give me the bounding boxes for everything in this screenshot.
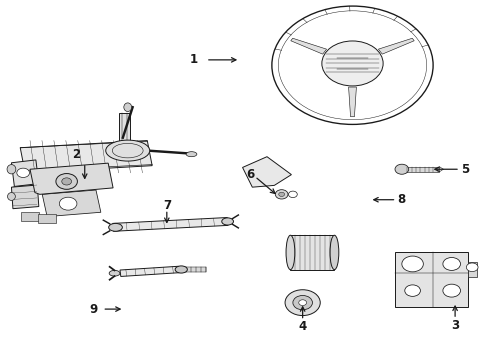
Text: 9: 9	[89, 303, 98, 316]
Circle shape	[443, 257, 461, 270]
Polygon shape	[120, 266, 179, 276]
Circle shape	[62, 178, 72, 185]
Ellipse shape	[7, 193, 15, 201]
Text: 8: 8	[397, 193, 406, 206]
Circle shape	[395, 164, 409, 174]
Text: 6: 6	[246, 168, 254, 181]
Bar	[291, 235, 334, 270]
Text: 1: 1	[190, 53, 198, 66]
Text: 3: 3	[451, 319, 459, 332]
Ellipse shape	[222, 218, 233, 225]
Polygon shape	[20, 140, 152, 173]
Polygon shape	[30, 163, 113, 194]
Polygon shape	[11, 160, 39, 186]
Polygon shape	[113, 217, 228, 231]
Circle shape	[466, 263, 478, 271]
Circle shape	[405, 285, 420, 296]
Bar	[404, 167, 440, 172]
Bar	[468, 262, 477, 277]
Text: 2: 2	[73, 148, 80, 161]
Ellipse shape	[106, 140, 150, 161]
Ellipse shape	[175, 266, 187, 273]
Circle shape	[279, 192, 285, 197]
Circle shape	[322, 41, 383, 86]
Text: 5: 5	[461, 163, 469, 176]
Circle shape	[402, 256, 423, 272]
Circle shape	[56, 174, 77, 189]
Polygon shape	[348, 87, 356, 117]
Bar	[119, 113, 130, 140]
Bar	[395, 252, 468, 307]
Ellipse shape	[330, 235, 339, 270]
Polygon shape	[378, 38, 414, 54]
Circle shape	[285, 290, 320, 316]
Text: 4: 4	[298, 320, 307, 333]
Ellipse shape	[109, 270, 120, 276]
Polygon shape	[243, 157, 292, 187]
Circle shape	[293, 296, 313, 310]
Bar	[38, 215, 56, 223]
Bar	[21, 212, 39, 221]
Ellipse shape	[7, 165, 16, 174]
Polygon shape	[42, 190, 101, 217]
Circle shape	[443, 284, 461, 297]
Circle shape	[299, 300, 307, 306]
Bar	[181, 267, 206, 272]
Circle shape	[17, 168, 29, 177]
Polygon shape	[11, 185, 39, 209]
Ellipse shape	[286, 235, 295, 270]
Ellipse shape	[124, 103, 132, 112]
Circle shape	[275, 190, 288, 199]
Text: 7: 7	[163, 199, 171, 212]
Ellipse shape	[109, 224, 122, 231]
Ellipse shape	[186, 152, 197, 157]
Circle shape	[59, 197, 77, 210]
Polygon shape	[291, 38, 327, 54]
